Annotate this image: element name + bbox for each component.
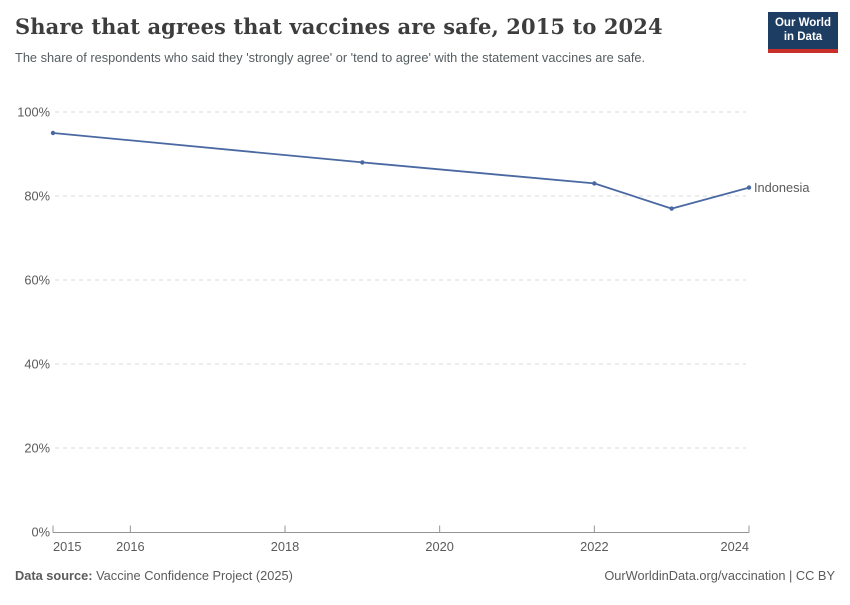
y-axis-tick-label: 80% xyxy=(24,189,50,204)
owid-logo-line1: Our World xyxy=(774,17,831,29)
series-label: Indonesia xyxy=(754,180,810,195)
x-axis-tick-label: 2020 xyxy=(425,539,453,554)
chart-footer: Data source: Vaccine Confidence Project … xyxy=(15,568,835,583)
data-point-marker xyxy=(50,130,56,136)
series-line xyxy=(52,132,750,210)
chart-header: Share that agrees that vaccines are safe… xyxy=(15,12,838,67)
x-axis-tick-label: 2016 xyxy=(116,539,144,554)
owid-logo: Our World in Data xyxy=(768,12,838,53)
data-point-marker xyxy=(360,160,365,165)
chart-subtitle: The share of respondents who said they '… xyxy=(15,50,646,66)
owid-logo-line2: in Data xyxy=(783,31,823,43)
data-source-label: Data source: xyxy=(15,568,93,583)
data-source-note: Data source: Vaccine Confidence Project … xyxy=(15,568,293,583)
y-axis-tick-label: 40% xyxy=(24,357,50,372)
chart-title: Share that agrees that vaccines are safe… xyxy=(15,14,663,39)
data-point-marker xyxy=(592,181,597,186)
x-axis-tick-label: 2024 xyxy=(721,539,749,554)
y-axis-tick-label: 100% xyxy=(17,105,50,120)
x-axis-tick-label: 2015 xyxy=(53,539,81,554)
data-source-value: Vaccine Confidence Project (2025) xyxy=(92,568,293,583)
data-point-marker xyxy=(746,185,752,190)
x-axis-tick-label: 2022 xyxy=(580,539,608,554)
y-axis-tick-label: 20% xyxy=(24,441,50,456)
x-axis-tick-label: 2018 xyxy=(271,539,299,554)
y-axis-tick-label: 60% xyxy=(24,273,50,288)
data-point-marker xyxy=(669,206,674,211)
attribution-note: OurWorldinData.org/vaccination | CC BY xyxy=(604,568,835,583)
y-axis-tick-label: 0% xyxy=(32,525,51,540)
